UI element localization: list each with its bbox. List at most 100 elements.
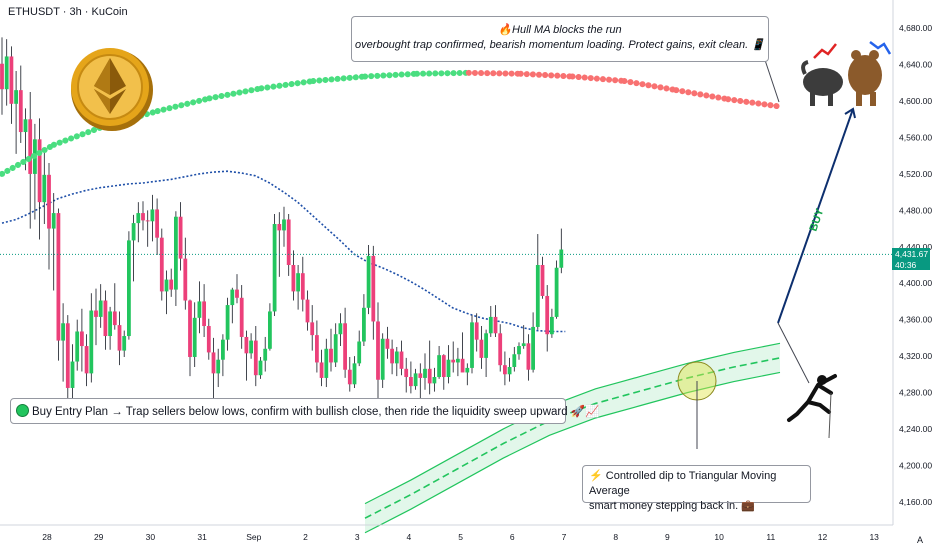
candle — [333, 323, 338, 367]
candle — [127, 231, 131, 340]
candle — [108, 306, 112, 350]
candle — [526, 334, 531, 381]
time-tick-label: 12 — [818, 532, 828, 542]
candle — [18, 65, 23, 143]
time-tick-label: 8 — [613, 532, 618, 542]
time-tick-label: 9 — [665, 532, 670, 542]
candle — [131, 214, 136, 282]
candle — [221, 334, 225, 377]
green-circle-icon — [16, 404, 29, 417]
time-axis[interactable]: 28 29 30 31 Sep 2 3 4 5 6 7 8 9 10 11 12 13 — [42, 532, 879, 542]
candle — [141, 201, 145, 231]
candle — [70, 344, 75, 404]
candle — [394, 346, 399, 377]
candle — [540, 256, 545, 299]
symbol-label[interactable]: ETHUSDT · 3h · KuCoin — [8, 6, 128, 18]
time-tick-label: Sep — [246, 532, 261, 542]
candle — [112, 283, 117, 330]
candle — [512, 346, 517, 372]
candle — [446, 345, 451, 384]
price-tick-label: 4,200.00 — [899, 460, 932, 470]
candle — [371, 245, 376, 340]
band-fill — [365, 343, 780, 533]
candle — [206, 318, 211, 360]
candle — [380, 333, 385, 388]
candle — [418, 363, 423, 399]
candle — [9, 46, 14, 124]
time-tick-label: 31 — [197, 532, 207, 542]
candle — [451, 341, 456, 373]
candle — [550, 308, 554, 338]
price-axis[interactable]: 4,680.00 4,640.00 4,600.00 4,560.00 4,520.00… — [899, 23, 932, 507]
candle — [197, 281, 202, 334]
time-tick-label: 5 — [458, 532, 463, 542]
candle — [277, 212, 282, 277]
buy-plan-callout[interactable]: Buy Entry Plan → Trap sellers below lows… — [10, 398, 599, 424]
auto-scale-button[interactable]: A — [916, 535, 923, 545]
candle — [352, 356, 357, 388]
candle — [488, 305, 493, 337]
band-upper — [364, 342, 781, 505]
candle — [37, 118, 42, 240]
candle — [413, 368, 418, 390]
candle — [493, 305, 498, 337]
hull-segment — [465, 69, 524, 77]
band-lower — [364, 371, 781, 534]
triangular-ma-band — [364, 342, 781, 534]
climber-silhouette-icon — [787, 374, 837, 439]
candle — [484, 329, 488, 378]
buy-arrow — [777, 107, 856, 324]
candle — [244, 330, 249, 381]
candle — [456, 347, 460, 377]
time-tick-label: 2 — [303, 532, 308, 542]
dip-line-2: smart money stepping back in. 💼 — [589, 500, 755, 512]
candle — [554, 260, 559, 319]
candle — [503, 351, 507, 386]
candle — [216, 348, 221, 388]
candle — [188, 299, 192, 377]
candle — [235, 274, 239, 304]
candle — [507, 357, 512, 382]
candle — [460, 332, 465, 373]
candle — [282, 206, 286, 247]
hull-segment — [362, 70, 420, 80]
candle — [470, 315, 474, 374]
candle-countdown: 40:36 — [895, 260, 917, 271]
candle — [150, 194, 155, 242]
dip-callout[interactable]: ⚡ Controlled dip to Triangular Moving Av… — [582, 465, 811, 512]
hull-segment — [154, 95, 213, 115]
candle — [366, 244, 371, 315]
current-price-badge: 4,431.67 40:36 — [892, 248, 930, 271]
candle — [258, 356, 263, 379]
price-tick-label: 4,240.00 — [899, 424, 932, 434]
candle — [300, 256, 305, 312]
time-tick-label: 30 — [146, 532, 156, 542]
candle — [65, 315, 70, 402]
candle — [211, 337, 216, 398]
candle — [517, 342, 521, 360]
candle — [432, 367, 437, 392]
price-tick-label: 4,560.00 — [899, 133, 932, 143]
hull-segment — [673, 87, 732, 103]
hull-segment — [569, 73, 628, 85]
candle — [315, 320, 319, 373]
candle — [155, 198, 159, 255]
hull-segment — [258, 78, 317, 92]
hull-ma-callout[interactable]: 🔥Hull MA blocks the run overbought trap … — [351, 16, 769, 62]
candle — [174, 211, 178, 306]
ethereum-coin-icon — [71, 48, 153, 131]
candle — [75, 319, 80, 371]
candle — [310, 305, 315, 351]
current-price-value: 4,431.67 — [895, 249, 929, 260]
candle — [324, 338, 329, 388]
candle — [347, 356, 352, 392]
candle — [338, 313, 343, 347]
hull-segment — [0, 141, 57, 177]
price-tick-label: 4,680.00 — [899, 23, 932, 33]
candle — [136, 202, 141, 243]
candle — [357, 330, 362, 367]
price-tick-label: 4,440.00 — [899, 242, 932, 252]
candle — [14, 71, 18, 154]
candle — [385, 326, 390, 359]
